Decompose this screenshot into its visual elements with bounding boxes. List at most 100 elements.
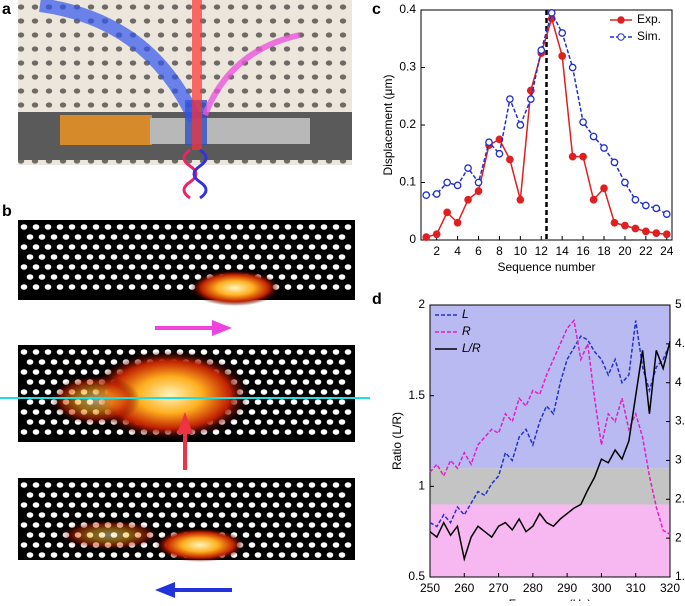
hole	[50, 492, 58, 498]
hole	[56, 502, 64, 508]
hole	[284, 244, 292, 250]
hole	[194, 234, 202, 240]
hole	[254, 399, 262, 405]
legend-label: Sim.	[637, 29, 661, 43]
hole	[134, 254, 142, 260]
hole	[344, 409, 352, 415]
hole	[92, 244, 100, 250]
hole	[332, 369, 340, 375]
hole	[290, 274, 298, 280]
hole	[26, 274, 34, 280]
legend-marker	[617, 16, 625, 24]
hole	[278, 234, 286, 240]
x-tick-label: 6	[475, 244, 482, 258]
series-line	[429, 318, 671, 535]
x-tick-label: 260	[454, 581, 474, 595]
hole	[200, 349, 208, 355]
point	[443, 208, 451, 217]
hole	[56, 349, 64, 355]
point	[642, 201, 650, 210]
hole	[206, 254, 214, 260]
hole	[332, 224, 340, 230]
hole	[152, 244, 160, 250]
hole	[284, 349, 292, 355]
hole	[206, 512, 214, 518]
hole	[320, 502, 328, 508]
hole	[308, 369, 316, 375]
hole	[326, 399, 334, 405]
x-tick-label: 2	[433, 244, 440, 258]
hole	[44, 349, 52, 355]
hole	[308, 389, 316, 395]
hole	[236, 349, 244, 355]
hole	[236, 502, 244, 508]
hole	[248, 369, 256, 375]
hole	[236, 264, 244, 270]
point	[474, 178, 483, 187]
hole	[290, 359, 298, 365]
hole	[164, 244, 172, 250]
hole	[110, 274, 118, 280]
hole	[284, 522, 292, 528]
x-tick-label: 4	[454, 244, 461, 258]
y-tick-label: 0	[409, 232, 416, 246]
hole	[164, 482, 172, 488]
hole	[284, 284, 292, 290]
hole	[308, 502, 316, 508]
hole	[164, 522, 172, 528]
hole	[80, 224, 88, 230]
hole	[248, 349, 256, 355]
hole	[56, 429, 64, 435]
hole	[326, 359, 334, 365]
hole	[92, 369, 100, 375]
hole	[128, 284, 136, 290]
hole	[80, 429, 88, 435]
hole	[212, 502, 220, 508]
hole	[296, 502, 304, 508]
hole	[62, 552, 70, 558]
hole	[272, 224, 280, 230]
hole	[98, 274, 106, 280]
hole	[296, 522, 304, 528]
hole	[62, 512, 70, 518]
hole	[224, 264, 232, 270]
point	[526, 95, 535, 103]
hole	[314, 274, 322, 280]
hole	[284, 224, 292, 230]
hole	[206, 234, 214, 240]
hole	[80, 264, 88, 270]
y-axis-label: Ratio (L/R)	[390, 412, 404, 470]
hole	[320, 224, 328, 230]
hole	[128, 482, 136, 488]
hole	[80, 502, 88, 508]
hole	[170, 492, 178, 498]
series-line	[429, 341, 671, 562]
hole	[248, 522, 256, 528]
band	[430, 305, 670, 469]
hole	[212, 264, 220, 270]
y2-tick-label: 4	[675, 375, 682, 389]
hole	[176, 522, 184, 528]
hole	[326, 492, 334, 498]
hole	[242, 254, 250, 260]
hole	[296, 224, 304, 230]
hole	[254, 532, 262, 538]
hole	[116, 224, 124, 230]
hole	[302, 532, 310, 538]
hole	[188, 264, 196, 270]
hole	[242, 532, 250, 538]
hole	[128, 264, 136, 270]
point	[453, 181, 462, 190]
hole	[260, 224, 268, 230]
point	[568, 152, 577, 161]
hole	[248, 224, 256, 230]
hole	[338, 379, 346, 385]
hole	[110, 492, 118, 498]
hole	[50, 552, 58, 558]
hole	[314, 359, 322, 365]
hole	[290, 379, 298, 385]
hole	[344, 522, 352, 528]
hole	[50, 532, 58, 538]
hole	[62, 274, 70, 280]
hole	[86, 512, 94, 518]
